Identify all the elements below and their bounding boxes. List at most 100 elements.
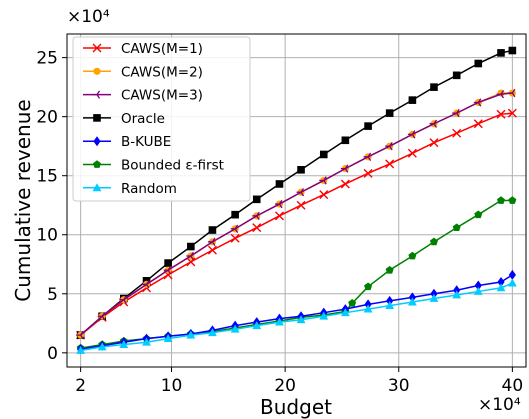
data-point xyxy=(348,299,357,307)
data-point xyxy=(230,224,239,233)
data-point xyxy=(97,342,107,351)
data-point xyxy=(496,109,506,119)
data-point xyxy=(474,59,483,68)
y-tick-label: 20 xyxy=(36,108,58,128)
data-point xyxy=(407,130,416,139)
data-point xyxy=(474,210,483,219)
data-point xyxy=(363,304,373,313)
data-point xyxy=(507,108,517,118)
data-point xyxy=(230,233,240,243)
data-point xyxy=(92,183,102,192)
data-point xyxy=(385,265,394,274)
y-tick-label: 15 xyxy=(36,167,58,187)
data-point xyxy=(429,119,438,128)
data-point xyxy=(164,259,172,267)
data-point xyxy=(186,330,196,339)
data-point xyxy=(252,195,261,204)
legend-entry: Oracle xyxy=(83,111,165,127)
series-layer xyxy=(76,46,517,355)
data-point xyxy=(163,334,173,343)
data-point xyxy=(407,148,417,158)
data-point xyxy=(319,311,329,320)
data-point xyxy=(274,211,284,221)
series-0 xyxy=(76,108,517,340)
data-point xyxy=(407,297,417,306)
data-point xyxy=(452,128,462,138)
series-2 xyxy=(76,88,516,340)
legend-entry: CAWS(M=3) xyxy=(83,88,203,104)
data-point xyxy=(496,283,506,292)
data-point xyxy=(252,321,262,330)
x-tick-label: 2 xyxy=(75,376,86,396)
x-tick-label: 40 xyxy=(502,376,524,396)
data-point xyxy=(76,330,84,340)
data-point xyxy=(92,43,102,53)
data-point xyxy=(142,280,150,289)
x-axis-label: Budget xyxy=(260,395,332,419)
data-point xyxy=(76,345,86,354)
data-point xyxy=(319,176,327,185)
data-point xyxy=(296,200,306,210)
legend-entry: CAWS(M=1) xyxy=(83,41,203,57)
data-point xyxy=(497,49,505,57)
data-point xyxy=(297,165,305,174)
data-point xyxy=(207,245,217,255)
data-point xyxy=(296,188,305,197)
data-point xyxy=(473,286,483,295)
data-point xyxy=(274,199,283,209)
x-tick-label: 10 xyxy=(161,376,183,396)
data-point xyxy=(363,152,372,161)
data-point xyxy=(92,90,101,99)
y-tick-label: 25 xyxy=(36,49,58,69)
data-point xyxy=(507,278,517,287)
data-point xyxy=(275,317,284,326)
data-point xyxy=(496,90,505,99)
data-point xyxy=(386,295,394,306)
legend: CAWS(M=1) CAWS(M=2) CAWS(M=3) Oracle B-KUBE B… xyxy=(72,36,251,202)
data-point xyxy=(408,96,417,104)
data-point xyxy=(408,292,416,303)
data-point xyxy=(163,266,172,275)
y-tick-label: 5 xyxy=(47,285,58,305)
data-point xyxy=(408,251,417,260)
data-point xyxy=(93,136,101,147)
data-point xyxy=(340,164,349,173)
data-point xyxy=(452,71,461,80)
data-point xyxy=(119,295,127,304)
data-point xyxy=(429,293,439,302)
data-point xyxy=(452,223,461,232)
series-6 xyxy=(76,278,517,354)
data-point xyxy=(186,251,194,261)
legend-label: CAWS(M=1) xyxy=(121,41,203,57)
data-point xyxy=(497,276,505,287)
data-point xyxy=(452,290,462,299)
x-tick-label: 20 xyxy=(274,376,296,396)
data-point xyxy=(430,83,438,91)
data-point xyxy=(497,196,505,204)
data-point xyxy=(341,136,350,145)
legend-entry: Bounded ε-first xyxy=(83,158,224,174)
data-point xyxy=(507,88,516,98)
data-point xyxy=(474,280,482,291)
data-point xyxy=(364,282,373,291)
data-point xyxy=(340,308,350,317)
data-point xyxy=(508,196,517,204)
data-point xyxy=(430,288,438,299)
data-point xyxy=(453,285,461,296)
data-point xyxy=(508,269,516,280)
legend-label: CAWS(M=2) xyxy=(121,64,203,80)
legend-label: Random xyxy=(121,181,177,197)
x-multiplier-label: ×10⁴ xyxy=(478,395,521,415)
data-point xyxy=(187,242,195,251)
data-point xyxy=(452,108,460,118)
series-line xyxy=(80,199,513,349)
data-point xyxy=(230,324,240,333)
data-point xyxy=(296,315,306,324)
data-point xyxy=(363,168,373,178)
data-point xyxy=(97,312,106,321)
legend-entry: CAWS(M=2) xyxy=(83,64,203,80)
legend-label: B-KUBE xyxy=(121,134,171,150)
legend-label: CAWS(M=3) xyxy=(121,88,203,104)
legend-box xyxy=(72,36,251,202)
